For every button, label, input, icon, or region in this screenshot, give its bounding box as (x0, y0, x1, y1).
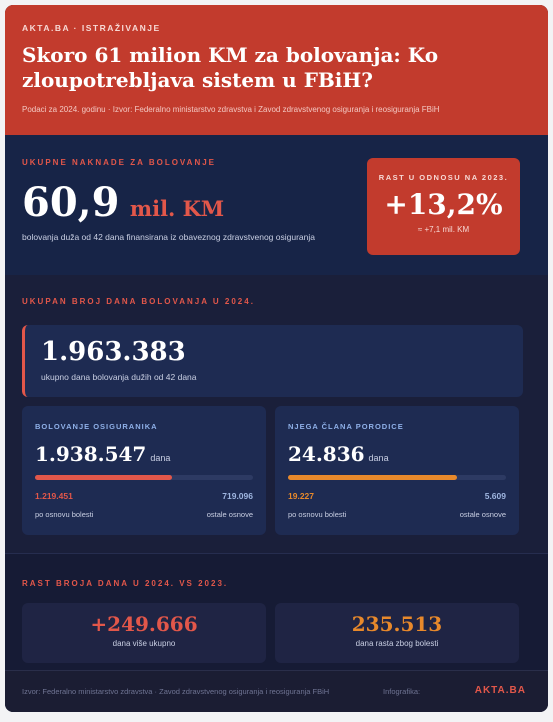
growth-value: +13,2% (384, 188, 503, 221)
breakdown-value: 24.836 (288, 442, 365, 466)
days-value: 1.963.383 (41, 337, 186, 367)
breakdown-unit: dana (150, 453, 171, 463)
change-value: 235.513 (351, 612, 443, 636)
other-label: ostale osnove (206, 510, 253, 519)
change-box: +249.666 dana više ukupno (22, 603, 266, 663)
change-label: dana više ukupno (112, 639, 176, 648)
footer: Izvor: Federalno ministarstvo zdravstva … (5, 670, 548, 712)
footer-credit: Infografika: (383, 687, 421, 696)
illness-value: 19.227 (288, 491, 314, 501)
footer-source: Izvor: Federalno ministarstvo zdravstva … (22, 687, 330, 696)
kicker: AKTA.BA · ISTRAŽIVANJE (22, 23, 161, 33)
days-section: UKUPAN BROJ DANA BOLOVANJA U 2024. 1.963… (5, 275, 548, 553)
infographic-card: AKTA.BA · ISTRAŽIVANJE Skoro 61 milion K… (5, 5, 548, 712)
other-value: 5.609 (484, 491, 506, 501)
breakdown-value-row: 1.938.547 dana (35, 442, 170, 466)
total-note: bolovanja duža od 42 dana finansirana iz… (22, 232, 315, 242)
illness-value: 1.219.451 (35, 491, 73, 501)
breakdown-box: BOLOVANJE OSIGURANIKA 1.938.547 dana 1.219.… (22, 406, 266, 535)
change-section: RAST BROJA DANA U 2024. VS 2023. +249.66… (5, 553, 548, 671)
total-section: UKUPNE NAKNADE ZA BOLOVANJE 60,9 mil. KM… (5, 135, 548, 275)
title: Skoro 61 milion KM za bolovanja: Ko zlou… (22, 43, 439, 92)
section-label: RAST BROJA DANA U 2024. VS 2023. (22, 579, 229, 588)
other-value: 719.096 (222, 491, 253, 501)
change-value: +249.666 (90, 612, 198, 636)
days-note: ukupno dana bolovanja dužih od 42 dana (41, 372, 197, 382)
header: AKTA.BA · ISTRAŽIVANJE Skoro 61 milion K… (5, 5, 548, 135)
progress-track (35, 475, 253, 480)
days-box: 1.963.383 ukupno dana bolovanja dužih od… (22, 325, 523, 397)
illness-label: po osnovu bolesti (288, 510, 347, 519)
footer-brand: AKTA.BA (474, 685, 526, 696)
progress-track (288, 475, 506, 480)
breakdown-box: NJEGA ČLANA PORODICE 24.836 dana 19.227 5.60… (275, 406, 519, 535)
breakdown-label: BOLOVANJE OSIGURANIKA (35, 422, 158, 431)
section-label: UKUPNE NAKNADE ZA BOLOVANJE (22, 158, 217, 167)
section-label: UKUPAN BROJ DANA BOLOVANJA U 2024. (22, 297, 255, 306)
progress-fill (35, 475, 173, 480)
total-value: 60,9 (22, 179, 120, 226)
breakdown-value: 1.938.547 (35, 442, 147, 466)
growth-label: RAST U ODNOSU NA 2023. (378, 173, 509, 182)
change-box: 235.513 dana rasta zbog bolesti (275, 603, 519, 663)
total-value-row: 60,9 mil. KM (22, 179, 224, 226)
illness-label: po osnovu bolesti (35, 510, 94, 519)
growth-box: RAST U ODNOSU NA 2023. +13,2% ≈ +7,1 mil… (367, 158, 520, 255)
breakdown-unit: dana (368, 453, 389, 463)
progress-fill (288, 475, 457, 480)
breakdown-value-row: 24.836 dana (288, 442, 389, 466)
subtitle: Podaci za 2024. godinu · Izvor: Federaln… (22, 105, 440, 114)
growth-note: ≈ +7,1 mil. KM (417, 225, 470, 234)
change-label: dana rasta zbog bolesti (355, 639, 439, 648)
breakdown-label: NJEGA ČLANA PORODICE (288, 422, 404, 431)
other-label: ostale osnove (459, 510, 506, 519)
total-unit: mil. KM (129, 196, 225, 221)
